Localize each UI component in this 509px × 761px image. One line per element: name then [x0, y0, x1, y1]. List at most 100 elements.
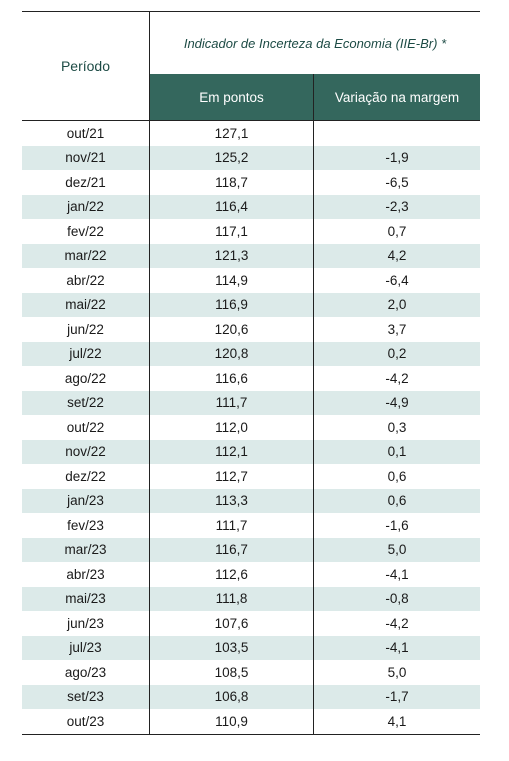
- uncertainty-index-table: Período Indicador de Incerteza da Econom…: [22, 11, 480, 735]
- change-cell: -0,8: [385, 591, 409, 607]
- points-cell: 111,7: [150, 390, 314, 415]
- period-cell: dez/21: [22, 170, 150, 195]
- table-row: fev/22 117,1 0,7: [22, 219, 480, 244]
- change-cell: 4,1: [387, 713, 407, 729]
- period-column-header: Período: [22, 12, 150, 120]
- points-cell: 113,3: [150, 488, 314, 513]
- points-cell: 121,3: [150, 243, 314, 268]
- table-row: out/22 112,0 0,3: [22, 415, 480, 440]
- period-cell: ago/23: [22, 660, 150, 685]
- points-cell: 127,1: [150, 121, 314, 146]
- change-cell: 0,2: [387, 346, 407, 362]
- period-cell: out/22: [22, 415, 150, 440]
- table-title: Indicador de Incerteza da Economia (IIE-…: [183, 35, 447, 51]
- table-row: jun/22 120,6 3,7: [22, 317, 480, 342]
- change-cell: 3,7: [387, 321, 407, 337]
- period-cell: set/22: [22, 390, 150, 415]
- table-row: ago/22 116,6 -4,2: [22, 366, 480, 391]
- table-row: nov/22 112,1 0,1: [22, 439, 480, 464]
- table-row: abr/23 112,6 -4,1: [22, 562, 480, 587]
- points-cell: 120,6: [150, 317, 314, 342]
- points-cell: 108,5: [150, 660, 314, 685]
- points-cell: 112,0: [150, 415, 314, 440]
- change-cell: 0,1: [387, 444, 407, 460]
- points-cell: 110,9: [150, 709, 314, 734]
- table-row: out/23 110,9 4,1: [22, 709, 480, 734]
- table-row: dez/21 118,7 -6,5: [22, 170, 480, 195]
- change-cell: -4,2: [385, 370, 409, 386]
- period-cell: fev/22: [22, 219, 150, 244]
- period-cell: jan/22: [22, 194, 150, 219]
- change-cell: -4,1: [385, 640, 409, 656]
- table-row: mar/22 121,3 4,2: [22, 243, 480, 268]
- change-cell: 0,7: [387, 223, 407, 239]
- table-row: out/21 127,1: [22, 121, 480, 146]
- points-cell: 116,7: [150, 537, 314, 562]
- table-row: jan/23 113,3 0,6: [22, 488, 480, 513]
- table-row: dez/22 112,7 0,6: [22, 464, 480, 489]
- points-cell: 120,8: [150, 341, 314, 366]
- change-cell: -6,4: [385, 272, 409, 288]
- table-row: jul/23 103,5 -4,1: [22, 635, 480, 660]
- table-row: fev/23 111,7 -1,6: [22, 513, 480, 538]
- table-body: out/21 127,1 nov/21 125,2 -1,9 dez/21 118,7 -6,…: [22, 121, 480, 734]
- period-cell: mar/23: [22, 537, 150, 562]
- subheader-band: Em pontos Variação na margem: [150, 74, 480, 120]
- points-cell: 125,2: [150, 145, 314, 170]
- table-row: set/22 111,7 -4,9: [22, 390, 480, 415]
- change-cell: 0,6: [387, 468, 407, 484]
- period-cell: dez/22: [22, 464, 150, 489]
- change-cell: 5,0: [387, 664, 407, 680]
- table-row: jun/23 107,6 -4,2: [22, 611, 480, 636]
- period-cell: abr/22: [22, 268, 150, 293]
- table-row: abr/22 114,9 -6,4: [22, 268, 480, 293]
- period-cell: jul/23: [22, 635, 150, 660]
- points-cell: 114,9: [150, 268, 314, 293]
- period-cell: mar/22: [22, 243, 150, 268]
- points-cell: 112,6: [150, 562, 314, 587]
- change-cell: 0,6: [387, 493, 407, 509]
- change-cell: 0,3: [387, 419, 407, 435]
- points-cell: 111,7: [150, 513, 314, 538]
- points-cell: 116,9: [150, 292, 314, 317]
- period-cell: out/23: [22, 709, 150, 734]
- points-cell: 116,6: [150, 366, 314, 391]
- table-row: jan/22 116,4 -2,3: [22, 194, 480, 219]
- change-column-header: Variação na margem: [334, 89, 460, 105]
- table-row: jul/22 120,8 0,2: [22, 341, 480, 366]
- change-cell: -1,6: [385, 517, 409, 533]
- period-cell: nov/22: [22, 439, 150, 464]
- table-header: Período Indicador de Incerteza da Econom…: [22, 12, 480, 121]
- change-cell: -4,9: [385, 395, 409, 411]
- table-row: mai/23 111,8 -0,8: [22, 586, 480, 611]
- change-cell: -4,1: [385, 566, 409, 582]
- change-cell: 2,0: [387, 297, 407, 313]
- change-cell: 4,2: [387, 248, 407, 264]
- points-cell: 112,1: [150, 439, 314, 464]
- change-cell: -1,9: [385, 150, 409, 166]
- points-cell: 103,5: [150, 635, 314, 660]
- points-column-header: Em pontos: [150, 74, 314, 120]
- period-cell: abr/23: [22, 562, 150, 587]
- period-cell: set/23: [22, 684, 150, 709]
- table-row: mar/23 116,7 5,0: [22, 537, 480, 562]
- points-cell: 106,8: [150, 684, 314, 709]
- period-cell: mai/23: [22, 586, 150, 611]
- period-cell: nov/21: [22, 145, 150, 170]
- period-cell: out/21: [22, 121, 150, 146]
- change-cell: -6,5: [385, 174, 409, 190]
- points-cell: 107,6: [150, 611, 314, 636]
- points-cell: 112,7: [150, 464, 314, 489]
- points-cell: 111,8: [150, 586, 314, 611]
- period-cell: fev/23: [22, 513, 150, 538]
- points-cell: 116,4: [150, 194, 314, 219]
- period-cell: jun/22: [22, 317, 150, 342]
- change-cell: -1,7: [385, 689, 409, 705]
- change-cell: -2,3: [385, 199, 409, 215]
- change-cell: [314, 121, 480, 146]
- table-row: ago/23 108,5 5,0: [22, 660, 480, 685]
- change-cell: -4,2: [385, 615, 409, 631]
- points-cell: 118,7: [150, 170, 314, 195]
- table-row: nov/21 125,2 -1,9: [22, 145, 480, 170]
- period-cell: jul/22: [22, 341, 150, 366]
